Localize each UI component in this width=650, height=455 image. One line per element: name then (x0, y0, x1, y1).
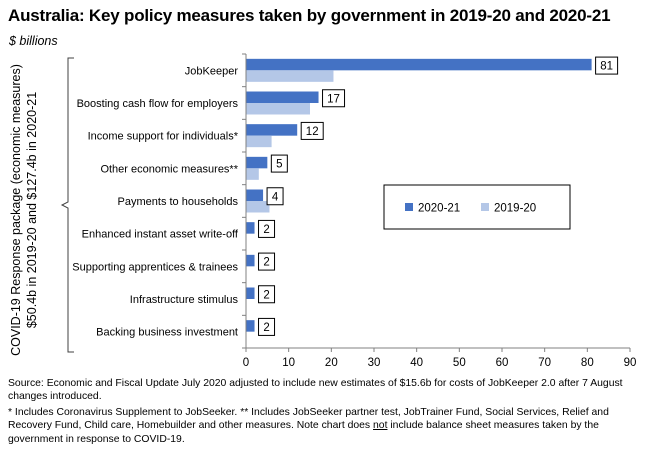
data-label-box (322, 89, 346, 108)
bar-2020-21 (246, 287, 255, 299)
x-tick-label: 90 (624, 357, 637, 369)
data-label-box (258, 285, 276, 304)
group-bracket (60, 57, 74, 353)
data-label-box (595, 56, 619, 75)
explanatory-note-emphasis: not (373, 420, 388, 432)
data-label-box (270, 154, 288, 173)
x-tick-label: 80 (581, 357, 594, 369)
bar-2020-21 (246, 189, 264, 201)
bar-2019-20 (246, 168, 259, 180)
bar-2019-20 (246, 135, 272, 148)
data-label-box (258, 252, 276, 271)
x-tick-label: 30 (368, 357, 381, 369)
data-label-box (258, 317, 276, 336)
data-label-box (300, 121, 324, 140)
group-label-line-1: COVID-19 Response package (economic meas… (9, 64, 23, 356)
category-label: Infrastructure stimulus (130, 294, 239, 306)
category-label: Enhanced instant asset write-off (82, 229, 239, 241)
bars-layer: JobKeeper 81 Boosting cash flow for employ… (72, 56, 619, 339)
explanatory-note: * Includes Coronavirus Supplement to Job… (8, 406, 644, 446)
category-label: Income support for individuals* (88, 131, 239, 143)
data-label: 2 (263, 224, 269, 236)
group-label: COVID-19 Response package (economic meas… (9, 64, 39, 356)
category-label: Payments to households (118, 196, 239, 208)
source-note: Source: Economic and Fiscal Update July … (8, 378, 623, 403)
bar-2020-21 (246, 320, 255, 332)
category-label: JobKeeper (185, 65, 239, 77)
bar-2020-21 (246, 254, 255, 267)
data-label: 17 (327, 93, 340, 105)
legend-swatch-2020-21 (405, 203, 413, 211)
x-tick-label: 70 (538, 357, 551, 369)
group-label-line-2: $50.4b in 2019-20 and $127.4b in 2020-21 (25, 92, 39, 328)
data-label: 2 (263, 289, 269, 301)
data-label: 2 (263, 322, 269, 334)
category-label: Supporting apprentices & trainees (72, 261, 238, 273)
footnotes: Source: Economic and Fiscal Update July … (8, 377, 644, 448)
data-label: 81 (600, 61, 613, 73)
explanatory-note-part-2: include balance sheet measures taken by … (8, 420, 599, 445)
data-label-box (258, 219, 276, 238)
legend-swatch-2019-20 (481, 203, 489, 211)
bar-2019-20 (246, 201, 270, 213)
legend: 2020-21 2019-20 (383, 184, 571, 230)
legend-box (383, 184, 571, 230)
data-label-box (266, 187, 284, 206)
axis-layer: 0 10 20 30 40 50 60 70 80 90 (242, 53, 637, 369)
bar-2020-21 (246, 156, 268, 169)
units-label: $ billions (9, 34, 58, 48)
category-label: Boosting cash flow for employers (77, 98, 239, 110)
data-label: 2 (263, 257, 269, 269)
data-label: 5 (276, 159, 282, 171)
data-label: 12 (306, 126, 319, 138)
x-tick-label: 0 (243, 357, 249, 369)
x-tick-label: 50 (453, 357, 466, 369)
chart-title: Australia: Key policy measures taken by … (8, 6, 611, 25)
category-label: Other economic measures** (100, 163, 238, 175)
x-tick-label: 20 (325, 357, 338, 369)
bar-2020-21 (246, 58, 592, 71)
explanatory-note-part-1: * Includes Coronavirus Supplement to Job… (8, 406, 609, 432)
bar-2019-20 (246, 103, 310, 115)
x-tick-label: 60 (496, 357, 509, 369)
bar-2020-21 (246, 91, 319, 103)
bar-2020-21 (246, 124, 298, 136)
data-label: 4 (272, 191, 279, 203)
bar-2020-21 (246, 222, 255, 234)
x-tick-label: 10 (282, 357, 295, 369)
bar-chart: COVID-19 Response package (economic meas… (9, 53, 637, 369)
legend-label-2019-20: 2019-20 (494, 203, 536, 215)
category-label: Backing business investment (96, 327, 238, 339)
x-tick-label: 40 (410, 357, 423, 369)
bar-2019-20 (246, 70, 334, 82)
legend-label-2020-21: 2020-21 (418, 203, 460, 215)
